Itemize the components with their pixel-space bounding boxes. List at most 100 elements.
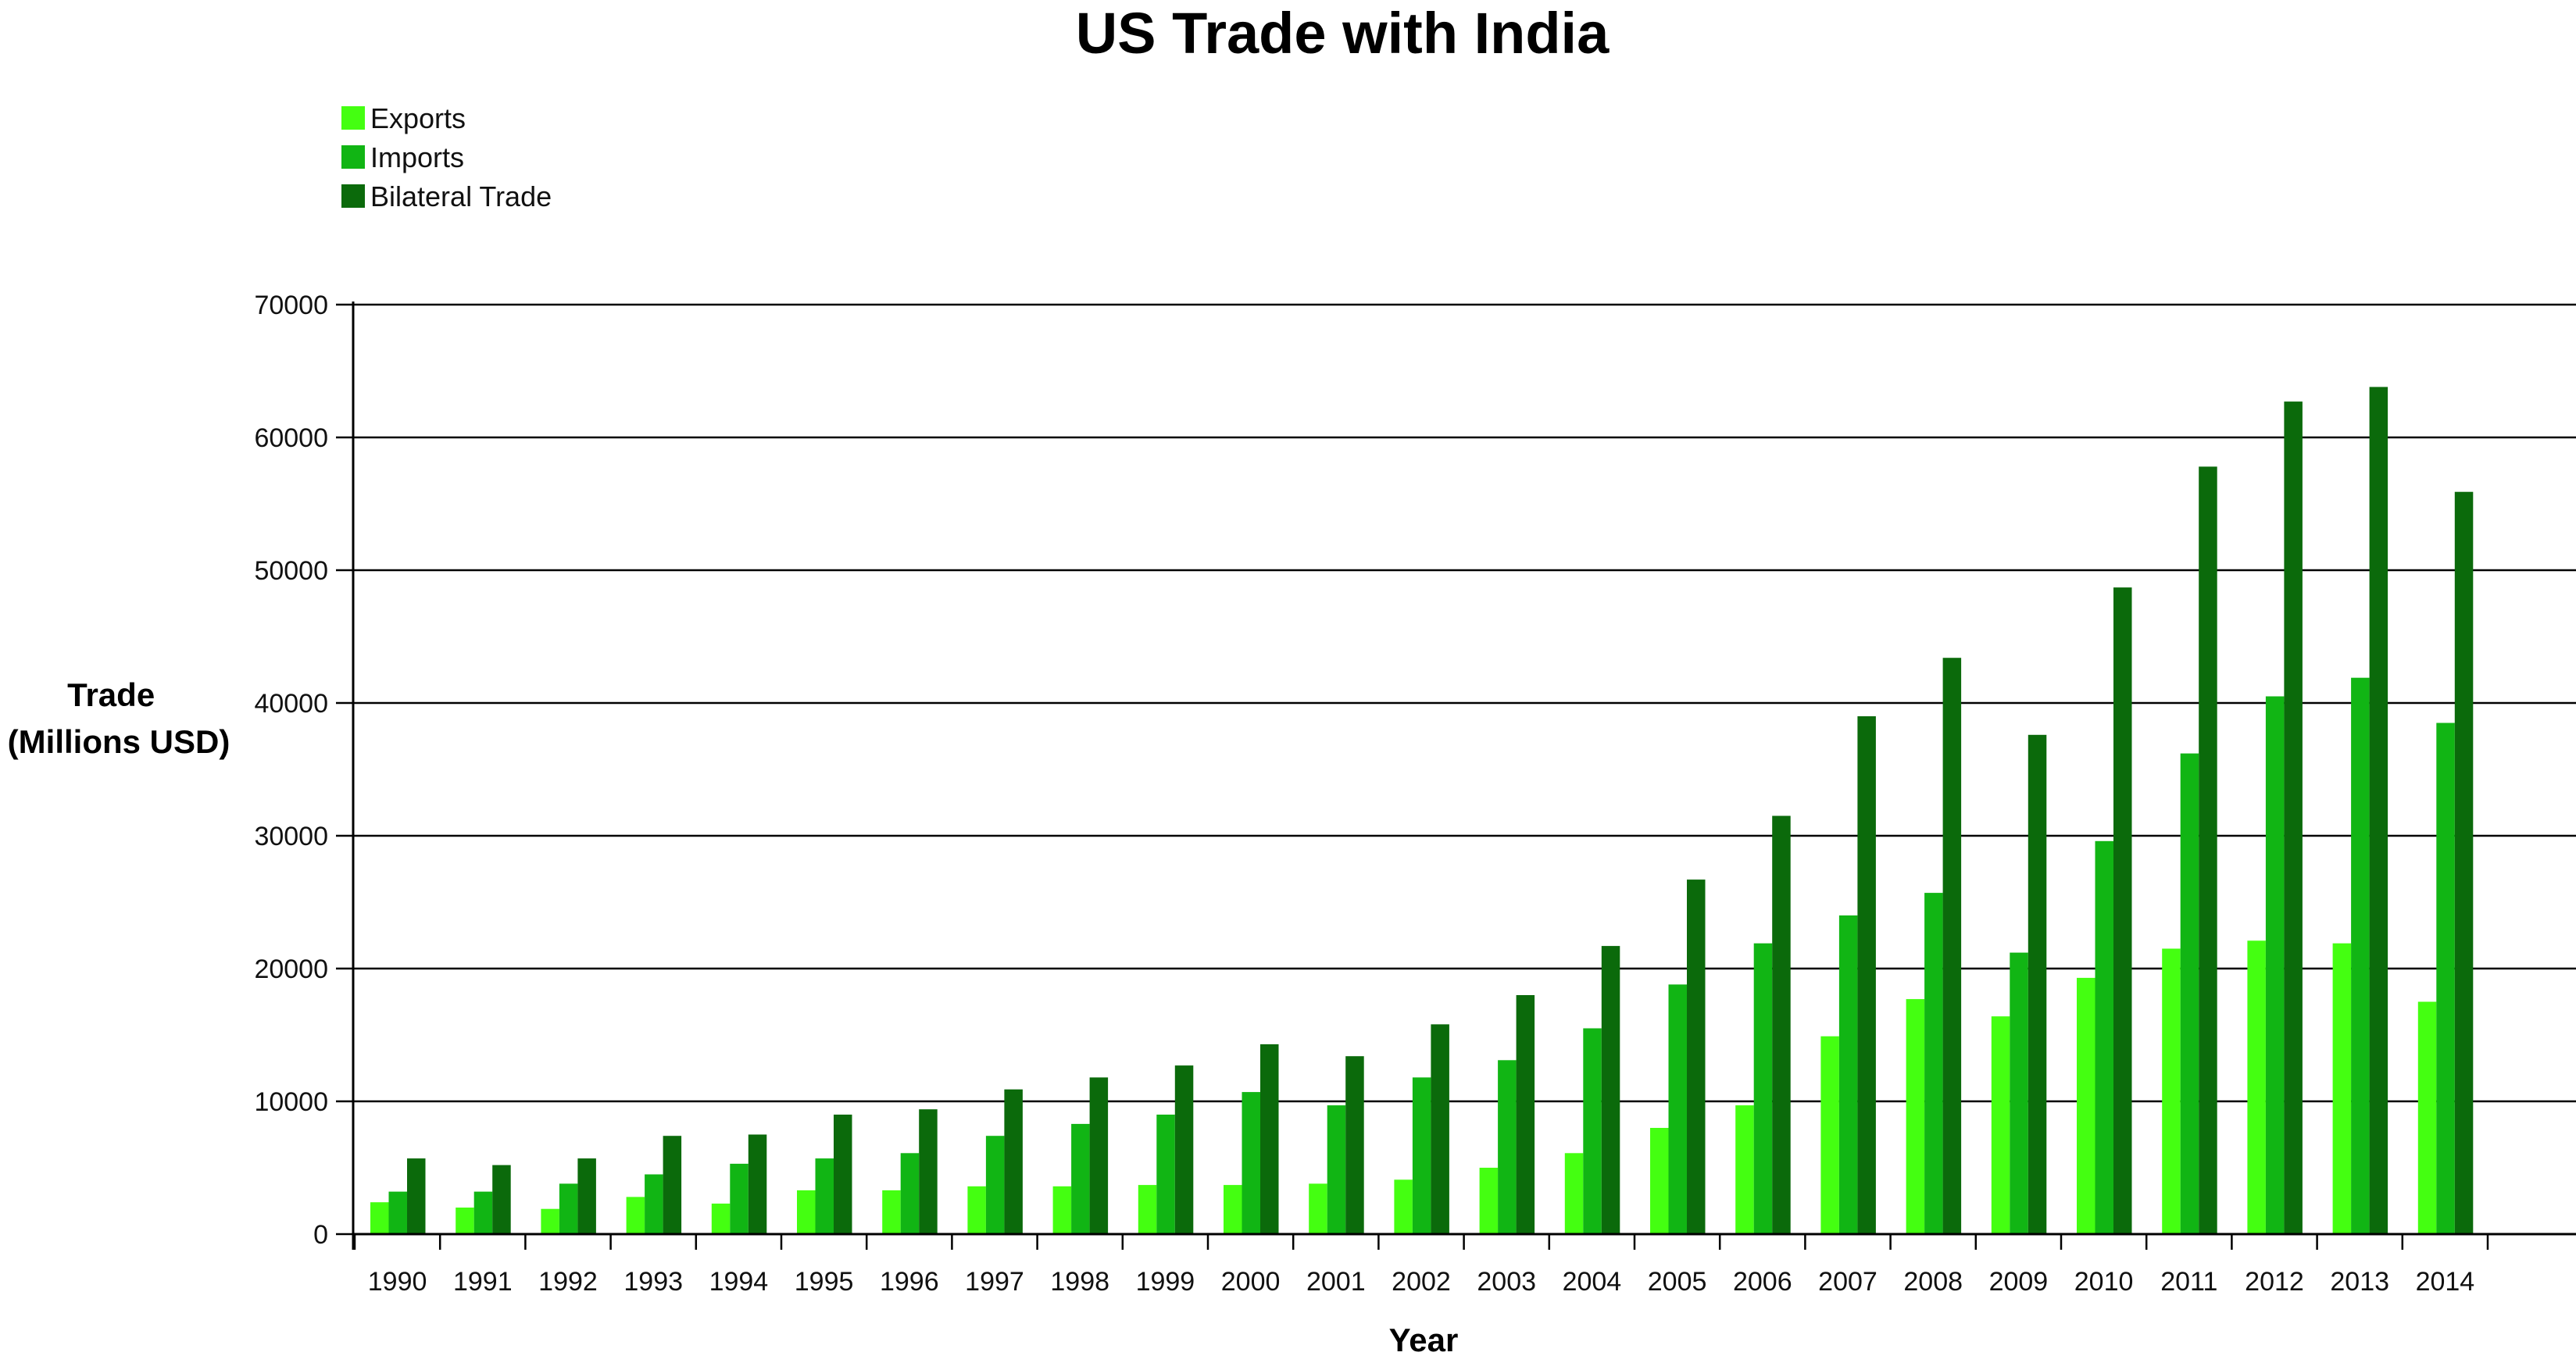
bar-exports-2005 bbox=[1650, 1128, 1669, 1234]
bar-bilateral-trade-2008 bbox=[1942, 658, 1962, 1234]
chart-title: US Trade with India bbox=[1076, 1, 1610, 66]
x-tick-label: 2012 bbox=[2245, 1267, 2304, 1297]
x-axis-title: Year bbox=[1389, 1322, 1459, 1358]
bar-imports-1990 bbox=[388, 1191, 407, 1234]
bar-imports-2004 bbox=[1583, 1028, 1602, 1234]
bars bbox=[370, 387, 2474, 1234]
bar-bilateral-trade-2012 bbox=[2284, 401, 2303, 1234]
bar-exports-1996 bbox=[882, 1190, 901, 1234]
bar-imports-2010 bbox=[2095, 840, 2113, 1234]
x-tick-label: 2011 bbox=[2160, 1267, 2217, 1297]
bar-imports-2011 bbox=[2180, 753, 2199, 1234]
bar-bilateral-trade-2002 bbox=[1431, 1024, 1449, 1234]
legend: Exports Imports Bilateral Trade bbox=[341, 102, 552, 212]
y-tick-label: 30000 bbox=[254, 822, 328, 851]
x-tick-label: 1999 bbox=[1136, 1267, 1195, 1297]
bar-bilateral-trade-1997 bbox=[1004, 1089, 1023, 1234]
x-tick-label: 2009 bbox=[1989, 1267, 2049, 1297]
bar-exports-1993 bbox=[626, 1197, 645, 1234]
x-tick-label: 1991 bbox=[453, 1267, 513, 1297]
bar-exports-2014 bbox=[2417, 1001, 2437, 1234]
bar-imports-1993 bbox=[645, 1174, 663, 1234]
bar-bilateral-trade-2000 bbox=[1260, 1044, 1279, 1234]
bar-imports-2005 bbox=[1668, 984, 1687, 1234]
bar-exports-1991 bbox=[456, 1208, 474, 1234]
bar-bilateral-trade-2013 bbox=[2369, 387, 2388, 1234]
y-tick-label: 70000 bbox=[254, 291, 328, 320]
x-tick-label: 2004 bbox=[1563, 1267, 1622, 1297]
bar-exports-2009 bbox=[1991, 1016, 2010, 1234]
y-axis-title-line-1: Trade bbox=[67, 676, 155, 713]
bar-bilateral-trade-1998 bbox=[1089, 1077, 1109, 1234]
bar-exports-2008 bbox=[1906, 999, 1925, 1234]
y-tick-label: 50000 bbox=[254, 556, 328, 586]
x-tick-label: 1996 bbox=[880, 1267, 939, 1297]
bar-imports-2008 bbox=[1924, 893, 1943, 1234]
bar-bilateral-trade-1996 bbox=[919, 1109, 938, 1234]
bar-exports-1994 bbox=[711, 1203, 731, 1234]
x-tick-label: 1993 bbox=[623, 1267, 683, 1297]
bar-bilateral-trade-1993 bbox=[663, 1136, 682, 1234]
bar-bilateral-trade-2006 bbox=[1772, 815, 1791, 1234]
bar-imports-1998 bbox=[1071, 1123, 1090, 1234]
x-tick-label: 2010 bbox=[2074, 1267, 2134, 1297]
bar-exports-1995 bbox=[797, 1190, 816, 1234]
x-tick-label: 2008 bbox=[1903, 1267, 1963, 1297]
bar-exports-2012 bbox=[2247, 940, 2266, 1234]
bar-imports-2007 bbox=[1838, 915, 1858, 1234]
x-tick-label: 2001 bbox=[1306, 1267, 1366, 1297]
bar-bilateral-trade-2003 bbox=[1516, 995, 1535, 1234]
bar-exports-1992 bbox=[541, 1208, 559, 1234]
x-tick-label: 2002 bbox=[1392, 1267, 1451, 1297]
x-tick-label: 1997 bbox=[965, 1267, 1024, 1297]
x-tick-label: 2013 bbox=[2330, 1267, 2389, 1297]
legend-label-exports: Exports bbox=[370, 102, 466, 134]
y-tick-label: 0 bbox=[313, 1220, 328, 1250]
bar-exports-2013 bbox=[2332, 943, 2352, 1234]
y-axis-ticks: 0 10000 20000 30000 40000 50000 60000 70000 bbox=[254, 291, 353, 1250]
bar-exports-2003 bbox=[1479, 1168, 1499, 1234]
bar-exports-2010 bbox=[2077, 977, 2095, 1234]
x-tick-label: 2006 bbox=[1733, 1267, 1792, 1297]
bar-exports-1990 bbox=[370, 1202, 389, 1234]
bar-imports-2002 bbox=[1412, 1077, 1431, 1234]
bar-exports-2011 bbox=[2162, 948, 2181, 1234]
bar-bilateral-trade-1999 bbox=[1174, 1065, 1194, 1234]
x-tick-label: 1992 bbox=[538, 1267, 598, 1297]
y-tick-label: 20000 bbox=[254, 954, 328, 984]
bar-exports-2007 bbox=[1820, 1036, 1839, 1234]
legend-label-imports: Imports bbox=[370, 141, 464, 173]
bar-bilateral-trade-2004 bbox=[1601, 946, 1620, 1234]
bar-imports-2001 bbox=[1327, 1105, 1346, 1234]
bar-imports-2012 bbox=[2265, 696, 2285, 1234]
bar-imports-2000 bbox=[1242, 1092, 1260, 1234]
y-axis-title: Trade (Millions USD) bbox=[8, 676, 230, 760]
y-axis-title-line-2: (Millions USD) bbox=[8, 723, 230, 760]
bar-imports-1991 bbox=[473, 1191, 493, 1234]
bar-imports-1999 bbox=[1156, 1115, 1175, 1234]
x-tick-label: 1998 bbox=[1050, 1267, 1109, 1297]
bar-exports-2000 bbox=[1224, 1185, 1242, 1234]
bar-bilateral-trade-1990 bbox=[407, 1158, 426, 1234]
x-tick-label: 1990 bbox=[368, 1267, 427, 1297]
bar-bilateral-trade-1994 bbox=[748, 1134, 767, 1234]
bar-bilateral-trade-2007 bbox=[1857, 716, 1876, 1234]
bar-exports-1999 bbox=[1138, 1185, 1157, 1234]
x-tick-label: 2003 bbox=[1477, 1267, 1536, 1297]
x-tick-label: 1995 bbox=[795, 1267, 854, 1297]
bar-imports-2013 bbox=[2351, 677, 2370, 1234]
bar-bilateral-trade-1992 bbox=[577, 1158, 596, 1234]
bar-exports-2006 bbox=[1735, 1105, 1754, 1234]
bar-imports-1997 bbox=[985, 1136, 1005, 1234]
legend-swatch-bilateral-trade bbox=[341, 184, 365, 208]
bar-exports-2001 bbox=[1309, 1183, 1327, 1234]
bar-imports-1994 bbox=[730, 1163, 749, 1234]
bar-imports-2009 bbox=[2010, 952, 2028, 1234]
bar-exports-2004 bbox=[1564, 1153, 1584, 1234]
gridlines bbox=[353, 303, 2576, 1103]
x-tick-label: 2005 bbox=[1648, 1267, 1707, 1297]
legend-label-bilateral-trade: Bilateral Trade bbox=[370, 180, 552, 212]
bar-imports-1992 bbox=[559, 1183, 578, 1234]
bar-imports-1996 bbox=[900, 1153, 920, 1234]
